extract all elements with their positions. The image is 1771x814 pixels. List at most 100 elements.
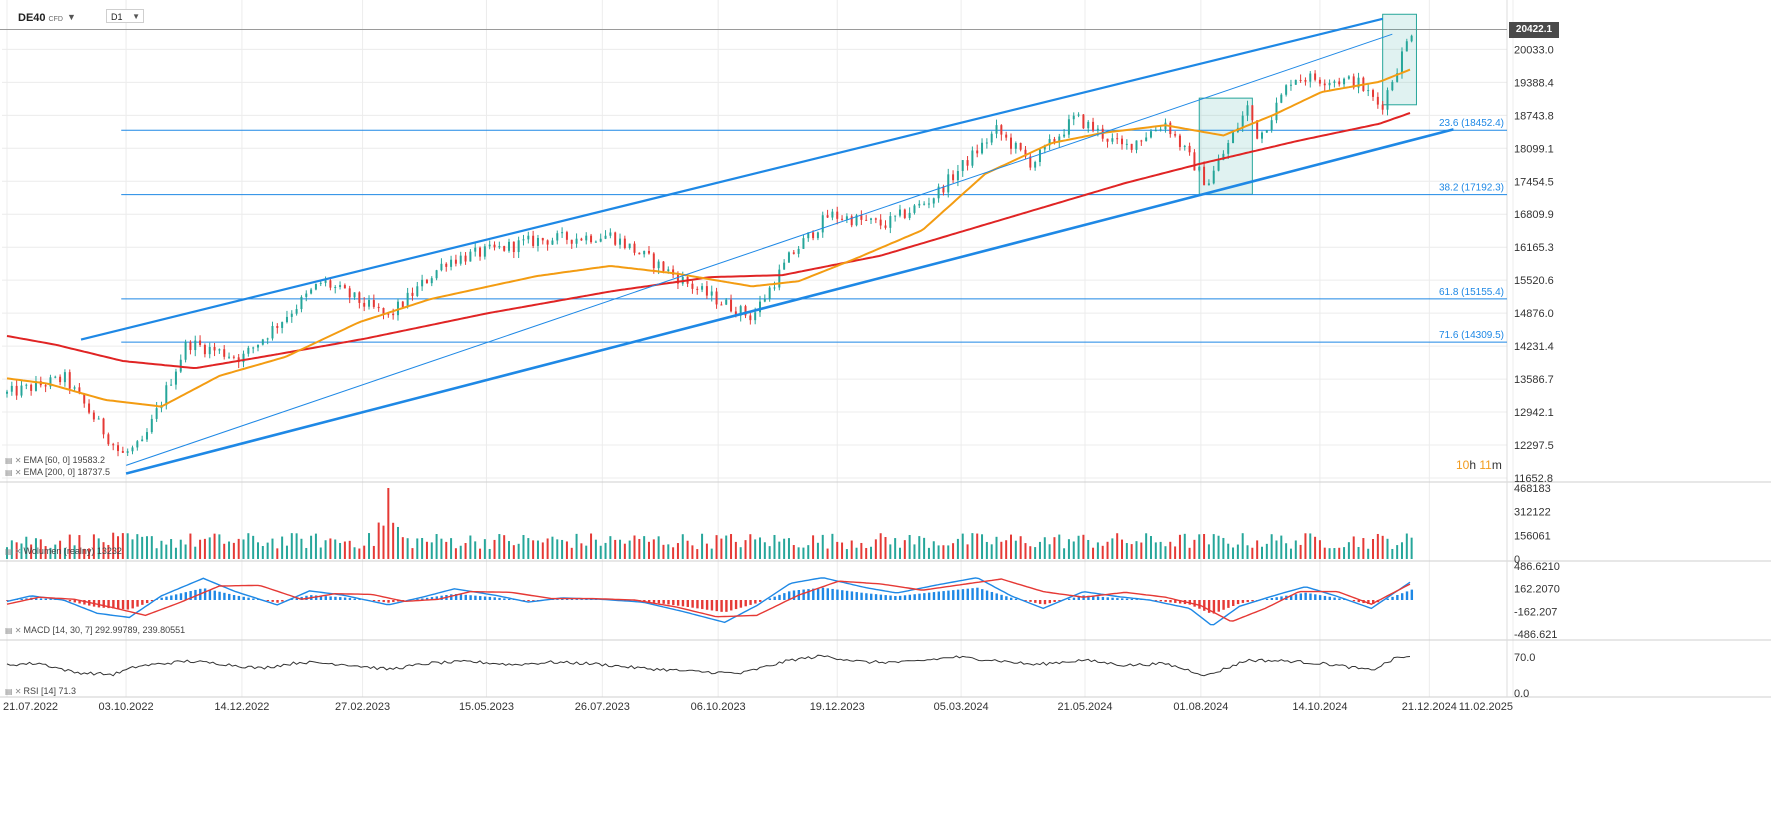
candle-body (701, 286, 704, 290)
legend-ema200[interactable]: ▤ ✕ EMA [200, 0] 18737.5 (5, 467, 110, 477)
candle-body (744, 306, 747, 316)
volume-bar (170, 539, 173, 559)
macd-histogram-bar (870, 593, 873, 600)
volume-bar (266, 542, 269, 559)
macd-histogram-bar (1294, 594, 1298, 600)
candle-body (580, 238, 583, 241)
macd-histogram-bar (145, 600, 149, 604)
candle-body (1405, 41, 1408, 52)
volume-bar (1251, 547, 1254, 559)
legend-volume[interactable]: ▤ ✕ Wolumen (realny) 13232 (5, 546, 122, 556)
macd-histogram-bar (1318, 595, 1322, 600)
legend-rsi[interactable]: ▤ ✕ RSI [14] 71.3 (5, 686, 76, 696)
candle-body (565, 232, 568, 240)
volume-bar (208, 537, 211, 559)
candle-body (348, 288, 351, 298)
macd-histogram-bar (657, 600, 661, 604)
price-axis-label: 12942.1 (1514, 407, 1554, 419)
candle-body (54, 376, 57, 378)
volume-bar (990, 544, 993, 559)
volume-bar (300, 538, 303, 559)
volume-bar (570, 547, 573, 559)
date-axis-label: 21.07.2022 (3, 701, 58, 713)
candle-body (179, 359, 182, 372)
macd-histogram-bar (860, 592, 863, 600)
volume-bar (797, 547, 800, 559)
macd-histogram-bar (879, 594, 883, 600)
macd-histogram-bar (580, 599, 583, 600)
legend-settings-icon[interactable]: ▤ ✕ (5, 456, 22, 465)
legend-settings-icon[interactable]: ▤ ✕ (5, 468, 22, 477)
macd-histogram-bar (435, 596, 438, 600)
volume-bar (97, 538, 100, 559)
candle-body (643, 250, 646, 255)
candle-body (585, 235, 588, 241)
legend-macd[interactable]: ▤ ✕ MACD [14, 30, 7] 292.99789, 239.80551 (5, 625, 185, 635)
candle-body (208, 346, 211, 355)
volume-bar (464, 543, 467, 559)
candle-body (1372, 90, 1375, 97)
legend-settings-icon[interactable]: ▤ ✕ (5, 687, 22, 696)
volume-bar (1121, 539, 1124, 559)
macd-axis-label: 486.6210 (1514, 561, 1560, 573)
candle-body (49, 377, 52, 387)
volume-bar (121, 533, 124, 559)
volume-bar (179, 539, 182, 559)
volume-bar (324, 540, 327, 559)
macd-histogram-bar (295, 598, 299, 600)
candle-body (667, 269, 670, 272)
macd-histogram-bar (1391, 596, 1394, 600)
candle-body (807, 232, 810, 239)
candle-body (942, 186, 945, 193)
macd-histogram-bar (421, 598, 424, 600)
countdown-minutes: 11 (1479, 458, 1492, 472)
chevron-down-icon[interactable]: ▼ (67, 12, 76, 22)
legend-settings-icon[interactable]: ▤ ✕ (5, 626, 22, 635)
volume-bar (614, 539, 617, 559)
candle-body (1256, 120, 1259, 139)
volume-bar (39, 539, 42, 559)
macd-histogram-bar (459, 594, 463, 600)
legend-ema60[interactable]: ▤ ✕ EMA [60, 0] 19583.2 (5, 455, 105, 465)
candle-body (1217, 160, 1220, 171)
volume-bar (580, 543, 583, 559)
date-axis-label: 06.10.2023 (691, 701, 746, 713)
volume-bar (469, 535, 472, 559)
volume-bar (841, 542, 844, 559)
volume-bar (10, 540, 13, 559)
macd-histogram-bar (1280, 596, 1283, 600)
volume-bar (903, 540, 906, 559)
chevron-down-icon: ▼ (132, 12, 140, 21)
legend-settings-icon[interactable]: ▤ ✕ (5, 547, 22, 556)
volume-bar (517, 543, 520, 559)
volume-bar (1087, 539, 1090, 559)
symbol-selector[interactable]: DE40 CFD (18, 12, 63, 24)
macd-histogram-bar (570, 599, 574, 600)
candle-body (1357, 77, 1360, 88)
macd-histogram-bar (787, 591, 791, 600)
candle-body (121, 451, 124, 453)
macd-histogram-bar (1275, 597, 1278, 600)
volume-bar (474, 541, 477, 559)
macd-histogram-bar (1125, 598, 1129, 600)
date-axis-label: 21.05.2024 (1057, 701, 1112, 713)
ema200-line (6, 112, 1411, 370)
volume-bar (184, 544, 187, 559)
candle-body (329, 280, 332, 288)
macd-histogram-bar (1265, 598, 1269, 600)
legend-ema60-label: EMA [60, 0] 19583.2 (23, 455, 106, 465)
timeframe-select[interactable]: D1 ▼ (106, 9, 144, 23)
candle-body (353, 292, 356, 298)
volume-bar (20, 543, 23, 559)
candle-body (966, 160, 969, 166)
volume-bar (1058, 534, 1061, 559)
volume-bar (623, 543, 626, 559)
macd-histogram-bar (686, 600, 689, 607)
candle-body (816, 232, 819, 239)
volume-bar (271, 538, 274, 559)
macd-histogram-bar (691, 600, 694, 608)
candle-body (1077, 114, 1080, 116)
date-axis-label: 03.10.2022 (99, 701, 154, 713)
volume-bar (126, 533, 129, 559)
